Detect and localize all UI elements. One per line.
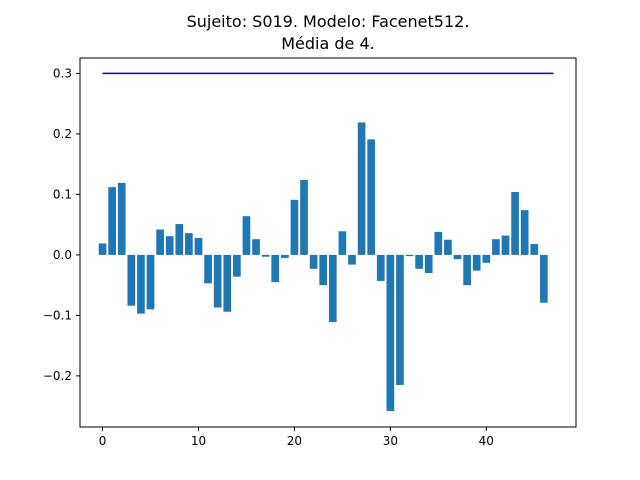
bar	[463, 254, 471, 286]
y-tick-label: −0.2	[43, 369, 72, 383]
bar	[165, 236, 174, 255]
y-tick-label: 0.0	[53, 248, 72, 262]
bar	[261, 254, 270, 257]
bar	[530, 244, 539, 255]
bar	[367, 139, 376, 255]
bar	[396, 254, 404, 385]
bar	[386, 254, 395, 411]
bar	[348, 254, 356, 265]
bar	[233, 254, 241, 277]
bar	[146, 254, 155, 310]
x-tick-label: 20	[287, 434, 302, 448]
bar	[424, 254, 433, 274]
y-tick-label: 0.3	[53, 66, 72, 80]
bar	[156, 229, 164, 255]
bar	[376, 254, 385, 281]
bar	[223, 254, 232, 312]
chart-title-line-1: Sujeito: S019. Modelo: Facenet512.	[187, 12, 470, 31]
bar	[520, 210, 529, 255]
x-axis: 0 10 20 30 40	[99, 427, 494, 448]
bar	[137, 254, 145, 314]
bar	[117, 182, 126, 255]
x-tick-label: 40	[479, 434, 494, 448]
bar	[405, 254, 414, 257]
bar	[338, 231, 347, 255]
bar-group	[98, 122, 548, 411]
bar	[300, 179, 308, 255]
y-tick-label: −0.1	[43, 308, 72, 322]
plot-frame	[79, 57, 577, 428]
x-tick-label: 30	[383, 434, 398, 448]
bar	[290, 199, 299, 255]
bar	[511, 191, 519, 255]
bar	[280, 254, 289, 258]
y-tick-label: 0.1	[53, 187, 72, 201]
y-tick-label: 0.2	[53, 127, 72, 141]
bar	[444, 239, 452, 255]
bar	[194, 237, 203, 255]
bar	[501, 235, 510, 255]
bar	[98, 243, 107, 255]
chart-title-line-2: Média de 4.	[281, 34, 375, 53]
bar	[415, 254, 423, 269]
bar	[492, 239, 500, 255]
bar	[472, 254, 481, 271]
bar	[309, 254, 318, 269]
bar	[319, 254, 328, 286]
x-tick-label: 0	[99, 434, 107, 448]
bar	[482, 254, 491, 263]
x-tick-label: 10	[191, 434, 206, 448]
bar	[271, 254, 280, 283]
bar	[434, 231, 443, 255]
bar	[540, 254, 548, 303]
bar	[127, 254, 136, 306]
bar	[328, 254, 337, 323]
bar	[108, 187, 116, 255]
bar	[213, 254, 222, 308]
bar	[453, 254, 462, 260]
bar	[242, 216, 251, 255]
bar	[252, 239, 260, 255]
y-axis: −0.2 −0.1 0.0 0.1 0.2 0.3	[43, 66, 80, 383]
bar	[175, 224, 184, 255]
bar	[185, 233, 193, 255]
bar	[204, 254, 212, 284]
bar	[357, 122, 366, 255]
